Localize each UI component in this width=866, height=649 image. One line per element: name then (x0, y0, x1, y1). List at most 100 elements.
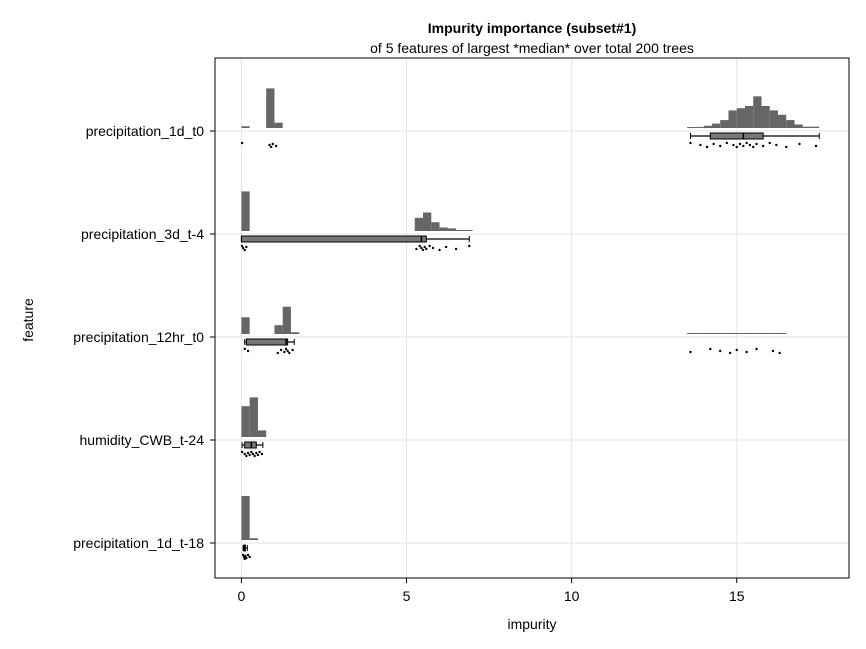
plot-frame (214, 57, 850, 579)
data-point (742, 144, 745, 148)
histogram-bar (431, 222, 440, 231)
histogram-bar (249, 538, 258, 540)
y-tick-label: precipitation_3d_t-4 (81, 226, 204, 242)
histogram-bar (423, 212, 432, 231)
data-point (269, 145, 273, 149)
data-point (250, 450, 253, 454)
data-point (258, 450, 261, 454)
feature-group (241, 496, 258, 561)
box (709, 132, 764, 140)
data-point (268, 143, 271, 147)
data-point (431, 246, 435, 250)
data-point (725, 141, 729, 145)
data-point (421, 248, 425, 252)
grid (215, 58, 849, 578)
histogram-bar (241, 126, 250, 128)
chart-subtitle: of 5 features of largest *median* over t… (370, 40, 694, 56)
histogram-bar (736, 333, 754, 334)
histogram-bar (266, 88, 275, 128)
histogram-bar (728, 110, 737, 128)
data-point (240, 450, 244, 454)
box (245, 338, 289, 346)
y-tick-label: precipitation_1d_t-18 (73, 535, 204, 551)
data-point (735, 145, 738, 149)
data-point (425, 247, 428, 251)
data-point (798, 142, 801, 146)
data-point (243, 347, 246, 351)
histogram-bar (695, 127, 704, 128)
data-point (251, 452, 255, 456)
x-tick-label: 5 (403, 588, 411, 604)
data-point (738, 142, 742, 146)
data-point (283, 350, 286, 354)
histogram-bar (687, 127, 696, 128)
data-point (241, 246, 245, 250)
data-point (415, 247, 418, 251)
data-point (778, 351, 781, 355)
histogram-bar (720, 333, 737, 334)
data-point (438, 248, 441, 252)
data-point (761, 144, 765, 148)
data-point (245, 556, 248, 560)
histogram-bar (439, 227, 448, 231)
data-point (420, 246, 423, 250)
data-point (428, 244, 431, 248)
histogram-bar (753, 96, 762, 128)
histogram-bar (241, 406, 250, 437)
data-point (244, 554, 247, 558)
data-point (240, 141, 244, 145)
histogram-bar (241, 191, 250, 231)
data-point (719, 349, 722, 353)
plot-area (215, 58, 849, 578)
data-point (468, 244, 471, 248)
histogram-bar (720, 120, 729, 128)
histogram-bar (249, 397, 258, 437)
histogram-bar (786, 120, 795, 128)
data-point (752, 145, 755, 149)
data-point (748, 143, 752, 147)
histogram-bar (464, 230, 473, 231)
data-point (689, 141, 692, 145)
feature-group (240, 88, 820, 149)
feature-group (240, 397, 267, 458)
data-point (260, 452, 264, 456)
data-point (246, 451, 250, 455)
data-point (709, 347, 712, 351)
data-point (288, 351, 291, 355)
chart-marks (240, 88, 820, 561)
data-point (454, 247, 458, 251)
histogram-bar (456, 230, 465, 231)
x-ticks: 0 5 10 15 (238, 578, 745, 604)
feature-group (241, 306, 787, 355)
histogram-bar (241, 496, 250, 540)
histogram-bar (703, 333, 721, 334)
chart-title: Impurity importance (subset#1) (428, 20, 637, 36)
data-point (241, 553, 245, 557)
data-point (243, 248, 246, 252)
feature-group (240, 191, 473, 252)
histogram-bar (744, 106, 754, 128)
histogram-bar (703, 125, 712, 128)
data-point (274, 144, 278, 148)
y-tick-label: humidity_CWB_t-24 (80, 432, 205, 448)
histogram-bar (802, 126, 820, 128)
histogram-bar (753, 333, 770, 334)
data-point (423, 245, 426, 249)
box (240, 235, 427, 243)
data-point (755, 142, 758, 146)
x-tick-label: 0 (238, 588, 246, 604)
histogram-bar (761, 106, 770, 128)
x-tick-label: 10 (564, 588, 580, 604)
histogram-bar (274, 325, 283, 334)
data-point (785, 145, 788, 149)
data-point (279, 348, 283, 352)
data-point (256, 453, 260, 457)
data-point (291, 348, 294, 352)
data-point (253, 454, 256, 458)
data-point (248, 453, 251, 457)
data-point (699, 143, 702, 147)
data-point (775, 143, 778, 147)
x-tick-label: 15 (729, 588, 745, 604)
data-point (246, 349, 250, 353)
